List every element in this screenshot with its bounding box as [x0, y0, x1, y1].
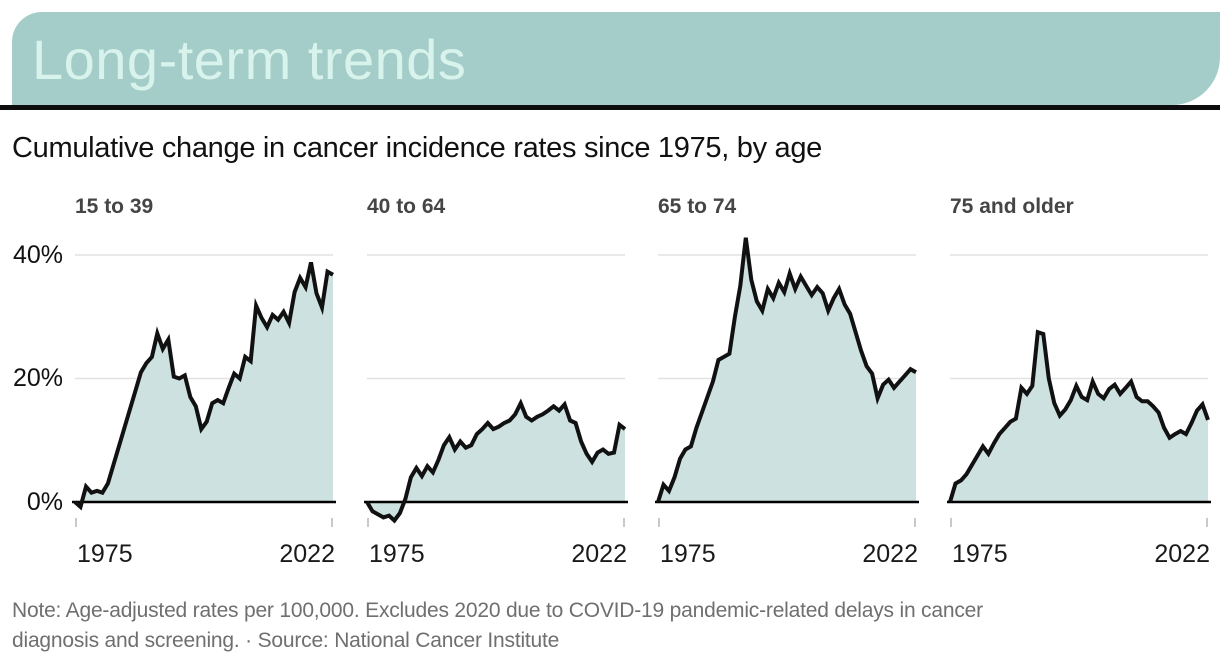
- x-axis-label-start: 1975: [77, 540, 133, 568]
- x-axis-label-start: 1975: [952, 540, 1008, 568]
- chart-main-title: Cumulative change in cancer incidence ra…: [12, 132, 823, 164]
- area-fill: [658, 237, 916, 502]
- source-note-line1: Note: Age-adjusted rates per 100,000. Ex…: [12, 599, 983, 622]
- source-note: Note: Age-adjusted rates per 100,000. Ex…: [12, 596, 983, 656]
- area-fill: [367, 403, 625, 521]
- charts-canvas: [72, 237, 1211, 527]
- page-title: Long-term trends: [32, 28, 467, 91]
- x-axis-label-start: 1975: [660, 540, 716, 568]
- header-divider: [0, 105, 1220, 110]
- trend-line: [365, 398, 627, 524]
- panel-title-65-74: 65 to 74: [658, 195, 737, 218]
- area-fill: [75, 262, 333, 507]
- x-axis-label-end: 2022: [862, 540, 918, 568]
- panel-title-75-older: 75 and older: [950, 195, 1074, 218]
- header-banner: Long-term trends: [12, 12, 1220, 105]
- source-note-line2: diagnosis and screening. · Source: Natio…: [12, 629, 560, 652]
- x-axis-label-end: 2022: [279, 540, 335, 568]
- x-axis-label-start: 1975: [369, 540, 425, 568]
- trend-line: [948, 329, 1210, 503]
- y-axis-label-20: 20%: [12, 364, 63, 392]
- y-axis-label-40: 40%: [12, 241, 63, 269]
- y-axis-label-0: 0%: [26, 488, 63, 516]
- x-axis-label-end: 2022: [571, 540, 627, 568]
- charts-row: 15 to 39 40 to 64 65 to 74 75 and older …: [0, 185, 1220, 580]
- panel-title-40-64: 40 to 64: [367, 195, 446, 218]
- panel-title-15-39: 15 to 39: [75, 195, 154, 218]
- x-axis-label-end: 2022: [1154, 540, 1210, 568]
- trend-line: [73, 261, 334, 511]
- area-fill: [950, 332, 1208, 502]
- trend-line: [656, 237, 917, 503]
